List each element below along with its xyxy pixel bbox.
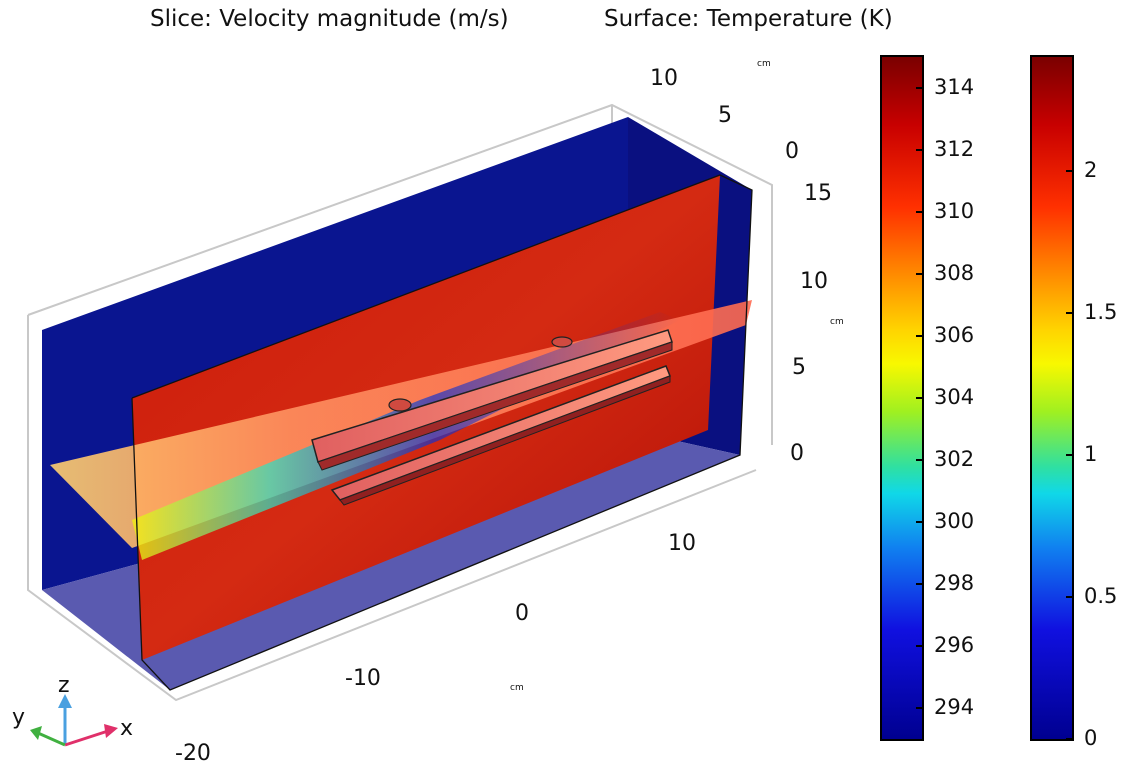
colorbar-tick-mark [916, 211, 924, 213]
triad-z-label: z [58, 673, 70, 698]
z-tick-label: 5 [792, 355, 806, 380]
colorbar-tick-label: 308 [934, 261, 975, 285]
colorbar-tick-label: 2 [1084, 157, 1098, 182]
x-tick-label: -20 [175, 741, 211, 765]
colorbar-tick-label: 312 [934, 137, 975, 161]
colorbar-tick-label: 304 [934, 385, 975, 409]
z-axis-ticks: 15 10 5 0 [790, 181, 832, 466]
colorbar-tick-mark [1066, 595, 1074, 598]
y-tick-label: 10 [650, 66, 678, 91]
x-axis-ticks: -20 -10 0 10 [175, 531, 696, 765]
slice-title: Slice: Velocity magnitude (m/s) [150, 6, 509, 32]
x-tick-label: 0 [515, 601, 529, 626]
x-tick-label: -10 [345, 666, 381, 691]
slice-outline [131, 174, 753, 691]
colorbar-tick-mark [916, 521, 924, 523]
z-tick-label: 0 [790, 441, 804, 466]
colorbar-tick-label: 298 [934, 571, 975, 595]
colorbar-tick-mark [916, 707, 924, 709]
colorbar-tick-mark [916, 459, 924, 461]
colorbar-tick-mark [1066, 453, 1074, 456]
heat-sink-plates [311, 329, 673, 506]
colorbar-tick-mark [916, 149, 924, 151]
colorbar-tick-label: 302 [934, 447, 975, 471]
velocity-colorbar [1030, 55, 1074, 741]
z-unit-label: cm [830, 317, 844, 327]
colorbar-tick-label: 1 [1084, 441, 1098, 466]
colorbar-tick-mark [916, 273, 924, 275]
y-axis-ticks: 10 5 0 [650, 66, 799, 164]
colorbar-tick-label: 1.5 [1084, 299, 1118, 324]
y-unit-label: cm [757, 59, 771, 69]
colorbar-tick-label: 294 [934, 695, 975, 719]
triad-x-label: x [120, 716, 133, 741]
surface-title: Surface: Temperature (K) [604, 6, 893, 32]
colorbar-tick-label: 296 [934, 633, 975, 657]
colorbar-tick-mark [916, 583, 924, 585]
colorbar-tick-label: 0 [1084, 726, 1098, 750]
colorbar-tick-mark [916, 87, 924, 89]
axis-triad: z x y [12, 673, 133, 747]
y-tick-label: 0 [785, 139, 799, 164]
x-unit-label: cm [510, 683, 524, 693]
y-tick-label: 5 [718, 103, 732, 128]
colorbar-tick-mark [916, 645, 924, 647]
colorbar-tick-label: 300 [934, 509, 975, 533]
colorbar-tick-mark [1066, 738, 1074, 740]
triad-y-label: y [12, 705, 25, 730]
colorbar-tick-mark [916, 335, 924, 337]
colorbar-tick-label: 306 [934, 323, 975, 347]
x-tick-label: 10 [668, 531, 696, 556]
colorbar-tick-mark [1066, 311, 1074, 314]
colorbar-tick-label: 314 [934, 75, 975, 99]
colorbar-tick-label: 0.5 [1084, 583, 1118, 608]
colorbar-tick-label: 310 [934, 199, 975, 223]
z-tick-label: 15 [804, 181, 832, 206]
z-tick-label: 10 [800, 269, 828, 294]
colorbar-tick-mark [1066, 169, 1074, 172]
colorbar-tick-mark [916, 397, 924, 399]
